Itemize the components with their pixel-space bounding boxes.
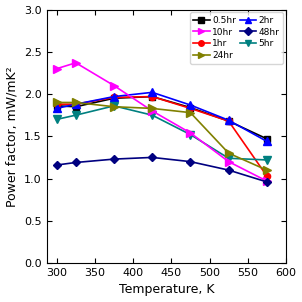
Line: 1hr: 1hr — [53, 93, 270, 179]
48hr — [150, 156, 154, 159]
10hr — [265, 179, 269, 183]
5hr — [188, 133, 192, 137]
1hr — [74, 102, 78, 106]
Line: 5hr: 5hr — [53, 102, 271, 164]
24hr — [55, 101, 59, 104]
10hr — [74, 61, 78, 65]
Line: 10hr: 10hr — [53, 59, 271, 185]
0.5hr — [265, 137, 269, 141]
2hr — [265, 140, 269, 143]
10hr — [150, 109, 154, 113]
24hr — [74, 101, 78, 104]
Legend: 0.5hr, 10hr, 1hr, 24hr, 2hr, 48hr, 5hr: 0.5hr, 10hr, 1hr, 24hr, 2hr, 48hr, 5hr — [190, 12, 283, 64]
Line: 48hr: 48hr — [53, 154, 270, 185]
0.5hr — [74, 105, 78, 108]
0.5hr — [227, 119, 230, 123]
2hr — [188, 103, 192, 107]
48hr — [74, 161, 78, 164]
2hr — [74, 102, 78, 106]
10hr — [188, 131, 192, 135]
1hr — [227, 119, 230, 123]
1hr — [55, 102, 59, 106]
48hr — [112, 157, 116, 161]
48hr — [227, 168, 230, 172]
0.5hr — [150, 95, 154, 98]
1hr — [265, 174, 269, 178]
1hr — [188, 107, 192, 110]
10hr — [227, 160, 230, 163]
Line: 0.5hr: 0.5hr — [53, 93, 270, 142]
48hr — [188, 160, 192, 163]
24hr — [227, 151, 230, 155]
0.5hr — [112, 96, 116, 100]
5hr — [112, 104, 116, 108]
5hr — [74, 113, 78, 117]
10hr — [112, 84, 116, 87]
1hr — [112, 96, 116, 99]
5hr — [55, 117, 59, 121]
0.5hr — [55, 104, 59, 108]
0.5hr — [188, 106, 192, 109]
10hr — [55, 67, 59, 70]
2hr — [55, 107, 59, 110]
48hr — [55, 163, 59, 167]
24hr — [150, 107, 154, 110]
1hr — [150, 95, 154, 98]
5hr — [265, 158, 269, 162]
48hr — [265, 180, 269, 184]
2hr — [112, 95, 116, 98]
Line: 2hr: 2hr — [53, 88, 271, 145]
2hr — [227, 118, 230, 122]
5hr — [227, 156, 230, 160]
Line: 24hr: 24hr — [53, 99, 271, 174]
2hr — [150, 91, 154, 94]
5hr — [150, 113, 154, 117]
Y-axis label: Power factor, mW/mK²: Power factor, mW/mK² — [5, 66, 18, 207]
24hr — [112, 105, 116, 108]
X-axis label: Temperature, K: Temperature, K — [119, 284, 214, 297]
24hr — [188, 111, 192, 114]
24hr — [265, 168, 269, 172]
